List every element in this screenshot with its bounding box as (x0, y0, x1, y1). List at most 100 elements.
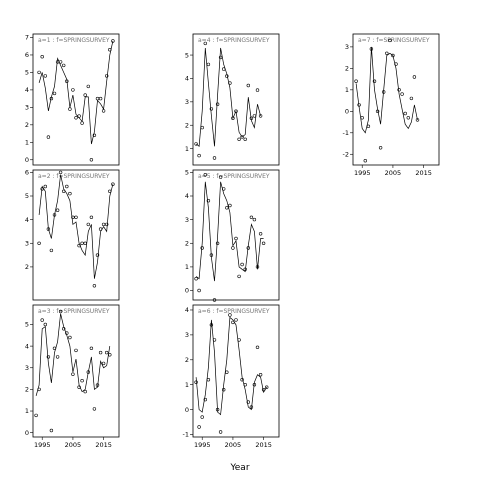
observed-point (203, 41, 208, 46)
observed-point (65, 184, 69, 189)
y-tick-label: 1 (25, 407, 29, 415)
y-tick-label: 0 (185, 406, 189, 414)
observed-point (92, 284, 97, 288)
observed-point (357, 103, 361, 107)
observed-point (366, 124, 371, 129)
observed-point (80, 121, 84, 125)
observed-point (111, 182, 115, 186)
observed-point (40, 54, 44, 59)
observed-point (222, 187, 226, 191)
y-tick-label: 3 (25, 364, 29, 372)
y-tick-label: -2 (343, 150, 349, 158)
observed-point (52, 346, 57, 350)
panel-2: a=2 : f=SPRINGSURVEY 2 3 4 5 6 (25, 169, 120, 301)
observed-point (231, 320, 235, 325)
observed-point (234, 318, 238, 322)
observed-point (228, 203, 232, 208)
observed-point (108, 353, 112, 357)
observed-point (194, 380, 198, 384)
observed-point (34, 413, 38, 418)
observed-point (74, 116, 78, 120)
observed-point (52, 91, 57, 96)
x-tick-label: 1995 (194, 441, 211, 449)
observed-point (255, 345, 260, 349)
observed-point (104, 350, 109, 355)
observed-point (215, 102, 220, 106)
observed-point (252, 114, 257, 118)
observed-point (194, 142, 198, 146)
observed-point (225, 370, 229, 374)
panel-frame (32, 33, 120, 166)
observed-point (249, 405, 254, 409)
observed-point (37, 387, 41, 392)
observed-point (240, 135, 244, 139)
observed-point (369, 47, 374, 51)
observed-point (218, 175, 223, 179)
y-tick-label: 0 (25, 156, 29, 164)
observed-point (104, 74, 109, 78)
y-tick-label: 6 (25, 169, 29, 177)
observed-point (243, 383, 247, 387)
observed-point (240, 378, 244, 382)
observed-point (255, 265, 260, 269)
observed-point (234, 236, 238, 241)
y-tick-label: 2 (25, 263, 29, 271)
observed-point (225, 74, 229, 78)
y-tick-label: 4 (25, 86, 29, 94)
observed-point (55, 355, 60, 359)
observed-point (209, 253, 214, 257)
observed-point (218, 55, 223, 60)
observed-point (354, 79, 358, 83)
panel-strip-label: a=5 : f=SPRINGSURVEY (198, 173, 270, 180)
observed-point (218, 430, 223, 434)
observed-point (243, 137, 247, 142)
observed-point (77, 385, 81, 389)
panel-frame (352, 33, 440, 166)
panel-1: a=1 : f=SPRINGSURVEY 0 1 2 3 4 5 6 7 (25, 33, 120, 166)
panel-frame (192, 33, 280, 166)
observed-point (37, 241, 41, 246)
observed-point (215, 407, 220, 412)
observed-point (89, 346, 94, 350)
observed-point (46, 355, 51, 359)
observed-point (197, 153, 201, 158)
observed-point (98, 227, 103, 231)
observed-point (400, 92, 404, 96)
observed-point (203, 397, 208, 402)
y-tick-label: 5 (25, 69, 29, 77)
y-tick-label: 0 (25, 429, 29, 437)
observed-point (258, 232, 263, 236)
panel-strip-label: a=1 : f=SPRINGSURVEY (38, 37, 110, 44)
observed-point (80, 379, 84, 383)
observed-point (40, 318, 44, 322)
observed-point (255, 88, 260, 92)
panel-strip-label: a=3 : f=SPRINGSURVEY (38, 308, 110, 315)
observed-point (403, 111, 407, 116)
panel-4: a=4 : f=SPRINGSURVEY 1 2 3 4 5 (185, 33, 280, 166)
panel-strip-label: a=7 : f=SPRINGSURVEY (358, 37, 430, 44)
observed-point (212, 338, 217, 342)
observed-point (228, 313, 232, 317)
observed-point (215, 241, 220, 246)
panel-strip-label: a=6 : f=SPRINGSURVEY (198, 308, 270, 315)
observed-point (258, 373, 263, 377)
observed-point (101, 109, 106, 113)
observed-point (249, 116, 254, 120)
y-tick-label: 4 (185, 75, 189, 83)
observed-point (111, 39, 115, 43)
observed-point (74, 215, 78, 220)
observed-point (55, 208, 60, 212)
observed-point (252, 217, 257, 222)
y-tick-label: -1 (343, 129, 349, 137)
observed-point (89, 158, 94, 162)
y-tick-label: 2 (25, 121, 29, 129)
y-tick-label: 3 (25, 104, 29, 112)
observed-point (58, 170, 63, 175)
observed-point (98, 350, 103, 355)
y-tick-label: 4 (25, 342, 29, 350)
observed-point (71, 88, 75, 92)
y-tick-label: 5 (25, 192, 29, 200)
panel-strip-label: a=2 : f=SPRINGSURVEY (38, 173, 110, 180)
observed-point (243, 267, 247, 271)
